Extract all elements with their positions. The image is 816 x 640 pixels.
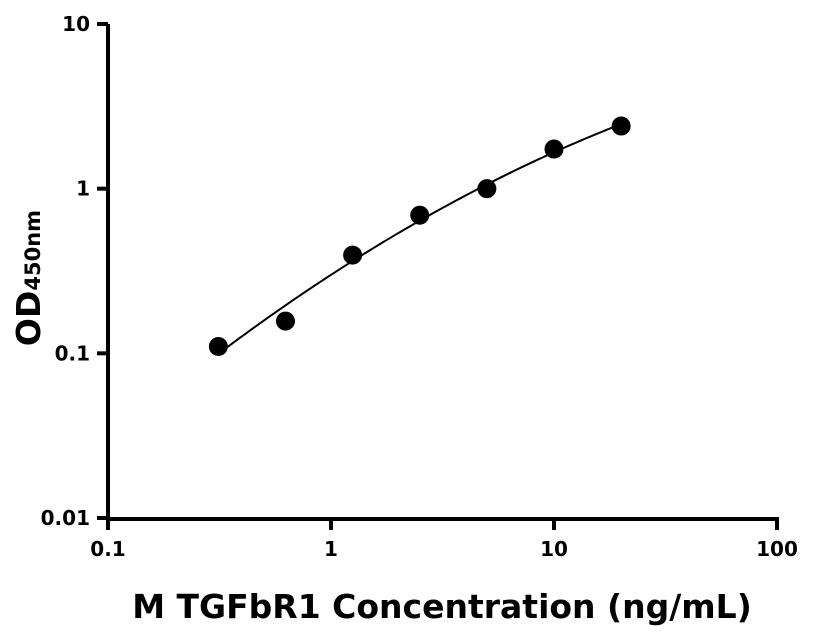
x-tick-label: 0.1 — [90, 537, 125, 561]
y-tick-label: 0.1 — [55, 341, 90, 365]
x-tick-label: 1 — [324, 537, 338, 561]
data-point — [343, 245, 363, 265]
x-ticks-layer: 0.1 1 10 100 — [90, 519, 798, 561]
y-tick-label: 10 — [62, 12, 90, 36]
x-tick-label: 100 — [756, 537, 798, 561]
data-point — [410, 205, 430, 225]
data-point — [208, 337, 228, 357]
x-axis-title: M TGFbR1 Concentration (ng/mL) — [132, 587, 752, 626]
data-point — [275, 311, 295, 331]
x-tick-label: 10 — [540, 537, 568, 561]
data-point — [611, 116, 631, 136]
data-point — [544, 139, 564, 159]
y-axis-title-main: OD — [9, 291, 48, 346]
y-ticks-layer: 0.01 0.1 1 10 — [41, 12, 108, 530]
y-axis-title: OD450nm — [9, 210, 48, 346]
data-points-layer — [208, 116, 631, 357]
y-axis-title-sub: 450nm — [21, 210, 45, 291]
y-tick-label: 0.01 — [41, 506, 90, 530]
data-point — [477, 179, 497, 199]
y-tick-label: 1 — [76, 177, 90, 201]
